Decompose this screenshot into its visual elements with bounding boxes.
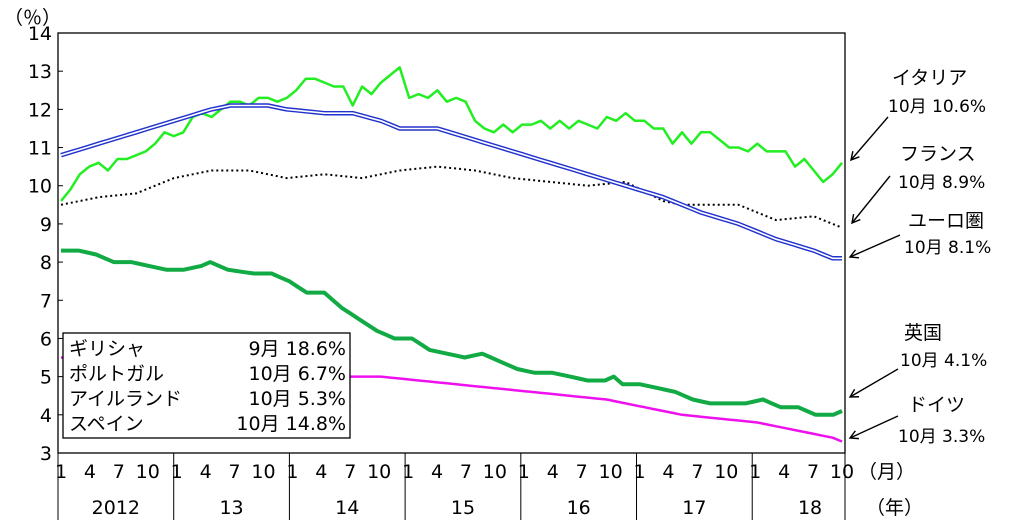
x-year-label: 2012 <box>92 497 140 519</box>
x-year-label: 18 <box>798 497 822 519</box>
annotation-arrow-head <box>851 214 861 225</box>
x-month-label: 7 <box>113 461 125 483</box>
x-month-label: 7 <box>460 461 472 483</box>
x-month-unit: （月） <box>858 461 915 483</box>
plot-area-frame <box>57 32 846 454</box>
x-month-label: 10 <box>136 461 160 483</box>
y-tick-label: 11 <box>28 138 52 160</box>
y-unit-label: （％） <box>4 7 61 29</box>
annotation-arrow-head <box>850 151 860 162</box>
annotation-last-value: 10月 3.3% <box>898 427 985 447</box>
annotation-series-name: 英国 <box>904 322 942 344</box>
annotation-series-name: フランス <box>900 143 976 165</box>
legend-country-value: 10月 5.3% <box>249 388 347 410</box>
series-line-3-inner <box>60 104 842 260</box>
annotation-arrow-line <box>851 175 891 224</box>
y-tick-label: 5 <box>40 367 52 389</box>
series-line-3 <box>60 103 842 261</box>
x-month-label: 10 <box>367 461 391 483</box>
x-month-label: 10 <box>830 461 854 483</box>
annotation-arrow-head <box>848 388 860 398</box>
x-year-label: 13 <box>219 497 243 519</box>
x-month-label: 4 <box>431 461 443 483</box>
legend-country-name: ギリシャ <box>69 338 145 360</box>
legend-box <box>62 332 351 439</box>
legend-country-name: ポルトガル <box>69 363 164 385</box>
x-month-label: 7 <box>807 461 819 483</box>
x-month-label: 1 <box>402 461 414 483</box>
legend-country-value: 10月 6.7% <box>249 363 347 385</box>
x-month-label: 4 <box>547 461 559 483</box>
annotation-last-value: 10月 8.1% <box>904 238 991 258</box>
y-tick-label: 13 <box>28 61 52 83</box>
x-year-label: 16 <box>567 497 591 519</box>
x-month-label: 7 <box>691 461 703 483</box>
annotation-series-name: イタリア <box>892 67 967 89</box>
x-month-label: 1 <box>518 461 530 483</box>
annotation-arrow-line <box>850 116 889 161</box>
x-month-label: 4 <box>84 461 96 483</box>
y-tick-label: 10 <box>28 176 52 198</box>
legend-country-name: アイルランド <box>69 388 182 410</box>
annotation-arrow-line <box>849 368 899 398</box>
y-tick-label: 9 <box>40 214 52 236</box>
y-tick-label: 14 <box>28 23 52 45</box>
x-month-label: 10 <box>714 461 738 483</box>
x-month-label: 7 <box>344 461 356 483</box>
x-month-label: 10 <box>483 461 507 483</box>
legend-country-value: 9月 18.6% <box>249 338 347 360</box>
annotation-last-value: 10月 8.9% <box>898 173 985 193</box>
x-month-label: 4 <box>662 461 674 483</box>
x-month-label: 1 <box>55 461 67 483</box>
x-month-label: 1 <box>749 461 761 483</box>
x-year-unit: （年） <box>866 497 923 519</box>
annotation-series-name: ユーロ圏 <box>908 210 984 232</box>
annotation-last-value: 10月 10.6% <box>888 97 986 117</box>
annotation-arrow-line <box>849 415 899 439</box>
x-month-label: 4 <box>200 461 212 483</box>
annotation-arrow-head <box>848 430 860 440</box>
annotation-series-name: ドイツ <box>908 394 965 416</box>
y-tick-label: 8 <box>40 252 52 274</box>
x-month-label: 1 <box>633 461 645 483</box>
x-month-label: 10 <box>598 461 622 483</box>
y-tick-label: 12 <box>28 99 52 121</box>
series-line-4 <box>61 248 843 417</box>
x-month-label: 7 <box>229 461 241 483</box>
x-month-label: 4 <box>778 461 790 483</box>
y-tick-label: 4 <box>40 405 52 427</box>
x-month-label: 10 <box>251 461 275 483</box>
x-month-label: 7 <box>576 461 588 483</box>
annotation-arrow-head <box>848 249 860 259</box>
annotation-arrow-line <box>849 234 901 258</box>
x-month-label: 1 <box>171 461 183 483</box>
x-year-label: 15 <box>451 497 475 519</box>
y-tick-label: 3 <box>40 443 52 465</box>
annotation-last-value: 10月 4.1% <box>900 351 987 371</box>
x-month-label: 4 <box>315 461 327 483</box>
y-tick-label: 6 <box>40 328 52 350</box>
legend-country-value: 10月 14.8% <box>236 413 346 435</box>
y-tick-label: 7 <box>40 290 52 312</box>
x-year-label: 17 <box>682 497 706 519</box>
legend-country-name: スペイン <box>69 413 144 435</box>
series-line-1 <box>60 66 843 202</box>
x-year-label: 14 <box>335 497 359 519</box>
x-month-label: 1 <box>286 461 298 483</box>
